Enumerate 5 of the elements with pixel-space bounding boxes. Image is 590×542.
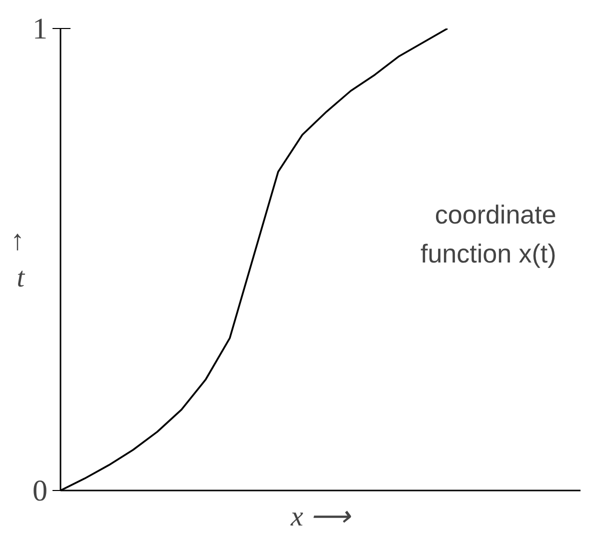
y-tick-label: 0 (32, 474, 48, 508)
y-tick-label: 1 (32, 12, 48, 46)
x-axis-title: x ⟶ (290, 502, 352, 532)
annotation: coordinate function x(t) (420, 200, 556, 269)
y-axis-title: ↑ t (10, 225, 26, 294)
